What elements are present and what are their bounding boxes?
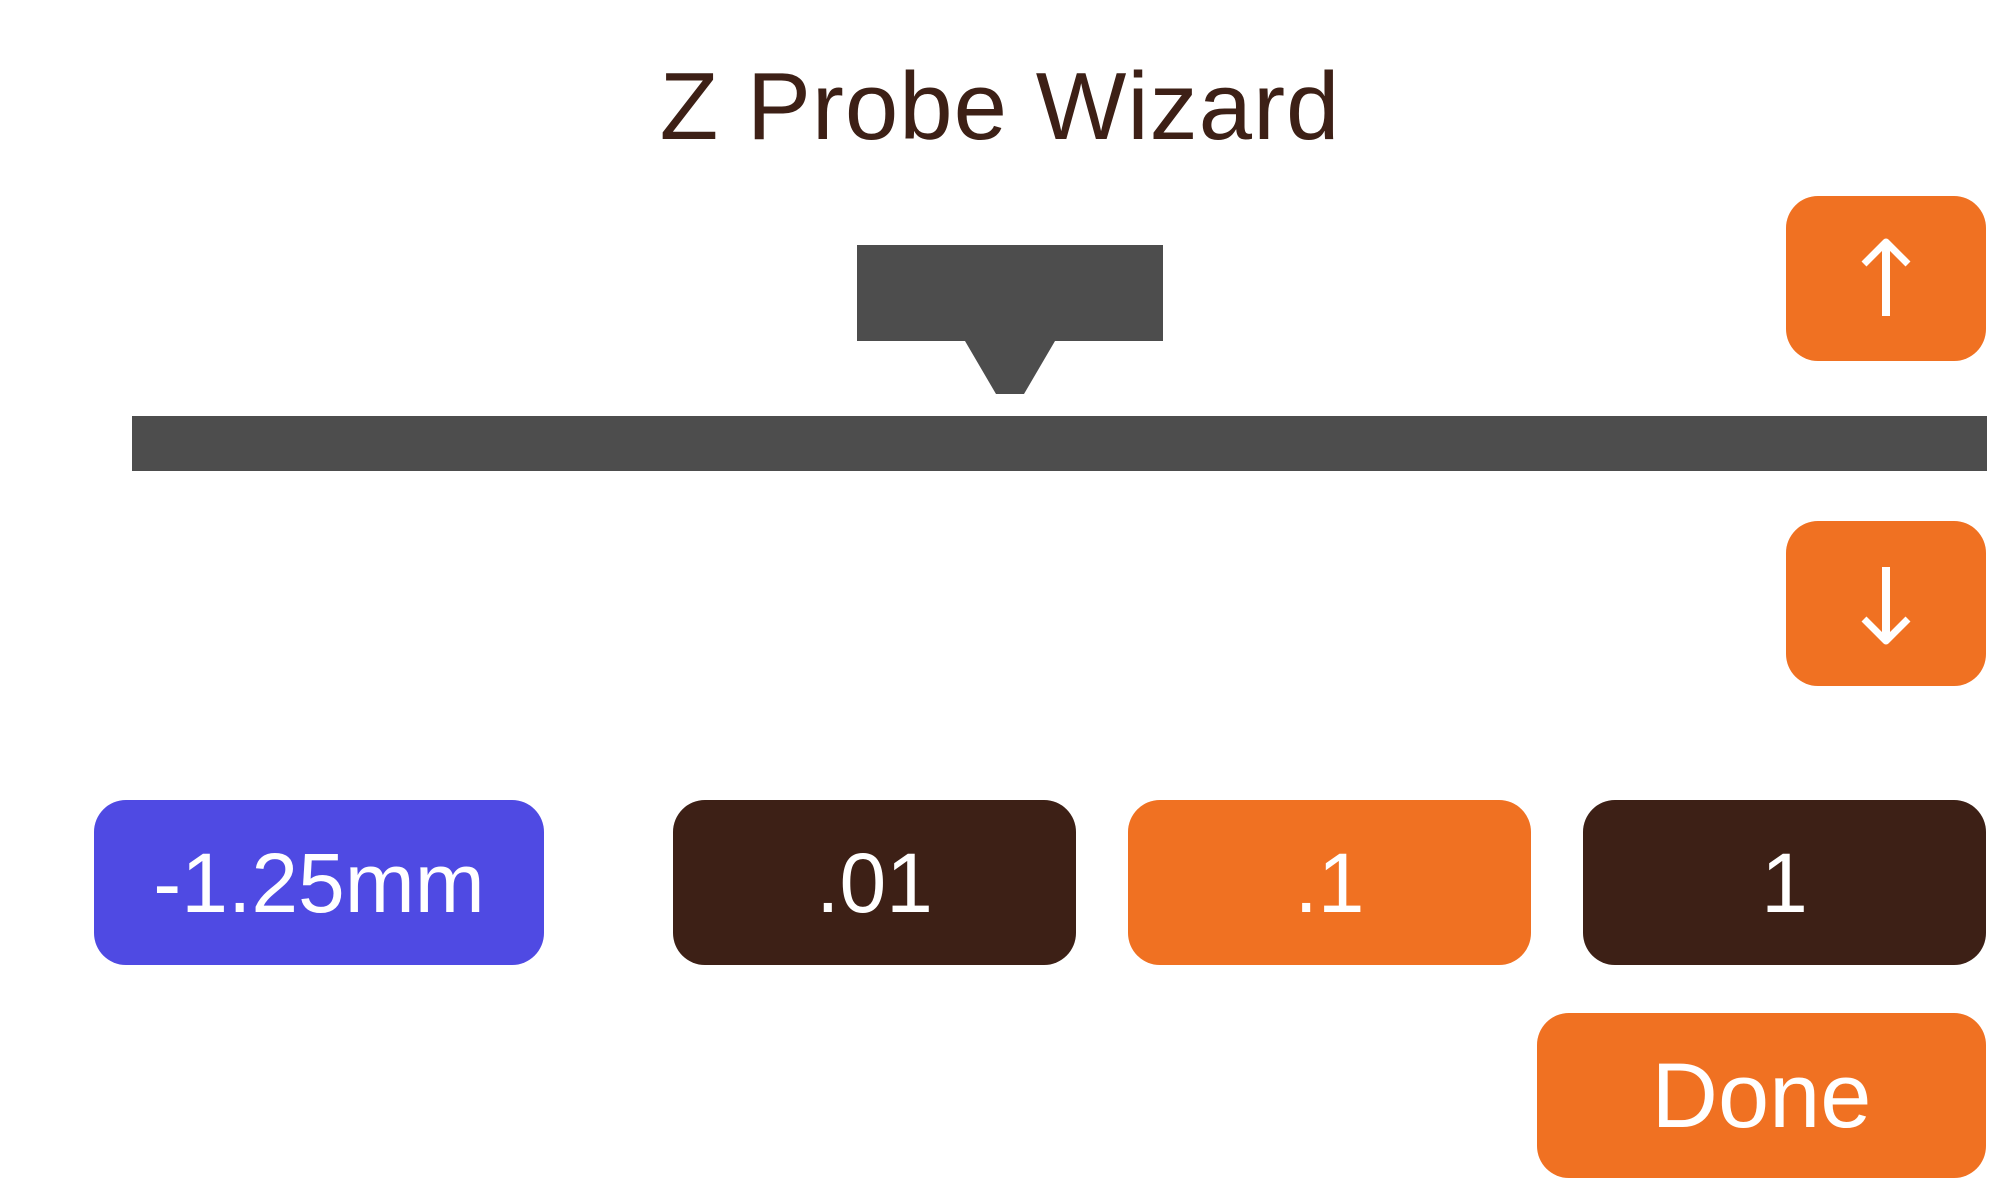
done-label: Done — [1651, 1044, 1872, 1147]
z-down-button[interactable] — [1786, 521, 1986, 686]
step-0.1-button[interactable]: .1 — [1128, 800, 1531, 965]
step-1-button[interactable]: 1 — [1583, 800, 1986, 965]
z-up-button[interactable] — [1786, 196, 1986, 361]
step-0.01-label: .01 — [816, 835, 933, 930]
step-0.1-label: .1 — [1294, 835, 1365, 930]
page-title: Z Probe Wizard — [659, 53, 1341, 160]
step-0.01-button[interactable]: .01 — [673, 800, 1076, 965]
print-bed-graphic — [132, 416, 1987, 471]
nozzle-graphic — [857, 245, 1163, 394]
done-button[interactable]: Done — [1537, 1013, 1986, 1178]
z-offset-display: -1.25mm — [94, 800, 544, 965]
arrow-up-icon — [1861, 238, 1911, 316]
z-offset-value: -1.25mm — [153, 835, 485, 930]
step-1-label: 1 — [1761, 835, 1808, 930]
arrow-down-icon — [1861, 566, 1911, 644]
